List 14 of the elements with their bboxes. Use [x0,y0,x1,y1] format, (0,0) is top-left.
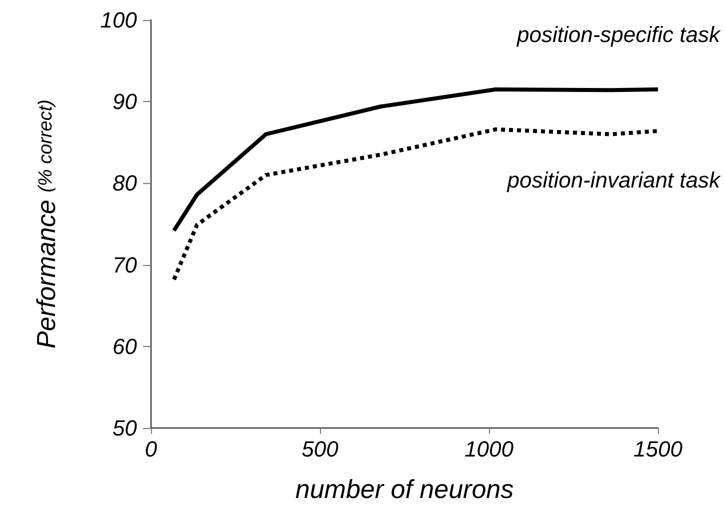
x-tick-label: 1000 [464,436,514,462]
series-label: position-specific task [516,22,721,47]
y-tick-label: 50 [112,416,138,440]
y-tick-label: 100 [100,8,138,32]
y-tick-label: 70 [112,252,138,278]
y-tick-label: 90 [112,89,138,114]
y-axis-title: Performance (% correct) [31,100,61,348]
x-tick-label: 1500 [634,436,684,462]
x-axis-title: number of neurons [295,474,514,504]
x-tick-label: 0 [144,436,158,462]
y-tick-label: 60 [112,334,138,359]
x-tick-label: 500 [302,436,340,462]
y-tick-label: 80 [112,170,138,196]
series-label: position-invariant task [506,167,721,192]
